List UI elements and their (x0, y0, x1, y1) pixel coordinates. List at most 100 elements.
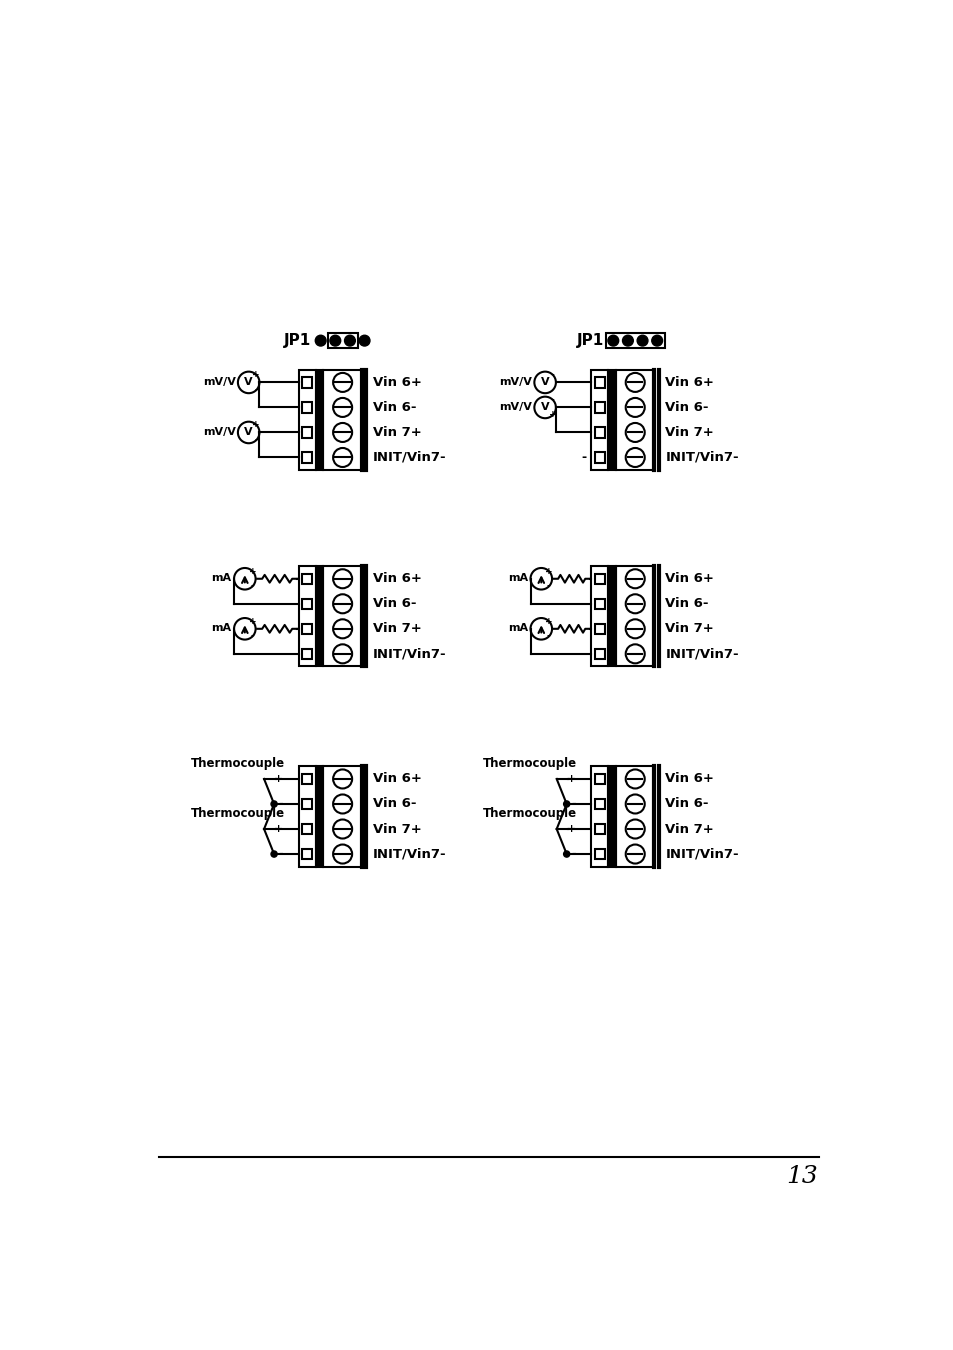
Text: +: + (544, 567, 552, 575)
Text: V: V (244, 428, 253, 437)
Text: +: + (274, 774, 283, 784)
Bar (302, 598, 313, 609)
Text: Vin 6-: Vin 6- (373, 597, 416, 610)
Circle shape (271, 801, 277, 807)
Bar (594, 574, 604, 585)
Text: Vin 6+: Vin 6+ (373, 772, 421, 786)
Bar (315, 767, 323, 867)
Text: +: + (253, 420, 260, 429)
Bar (302, 824, 313, 834)
Bar (616, 566, 654, 667)
Bar (315, 566, 323, 667)
Bar (302, 377, 313, 387)
Text: mV/V: mV/V (202, 427, 235, 436)
Text: -: - (550, 396, 554, 405)
Text: Vin 6-: Vin 6- (664, 597, 708, 610)
Circle shape (622, 335, 633, 346)
Text: -: - (278, 799, 283, 809)
Text: +: + (249, 617, 256, 626)
Bar (594, 598, 604, 609)
Text: Thermocouple: Thermocouple (483, 807, 577, 819)
Text: Vin 7+: Vin 7+ (664, 622, 713, 636)
Bar (302, 774, 313, 784)
Bar (302, 574, 313, 585)
Text: -: - (550, 370, 554, 379)
Text: mA: mA (212, 572, 232, 583)
Circle shape (344, 335, 355, 346)
Text: Vin 7+: Vin 7+ (373, 622, 421, 636)
Bar (323, 370, 361, 470)
Bar (605, 333, 664, 348)
Text: Vin 6-: Vin 6- (664, 401, 708, 414)
Text: V: V (540, 402, 549, 413)
Bar (298, 370, 315, 470)
Text: +: + (274, 824, 283, 834)
Text: +: + (566, 774, 576, 784)
Text: Vin 7+: Vin 7+ (664, 822, 713, 836)
Circle shape (651, 335, 662, 346)
Text: INIT/Vin7-: INIT/Vin7- (373, 648, 446, 660)
Text: Thermocouple: Thermocouple (483, 757, 577, 769)
Bar (591, 767, 608, 867)
Bar (302, 452, 313, 463)
Text: Vin 6+: Vin 6+ (664, 772, 714, 786)
Text: Vin 6+: Vin 6+ (373, 572, 421, 586)
Bar (594, 452, 604, 463)
Text: V: V (540, 378, 549, 387)
Text: Vin 6+: Vin 6+ (373, 375, 421, 389)
Text: mA: mA (508, 572, 528, 583)
Bar (594, 799, 604, 809)
Text: V: V (244, 378, 253, 387)
Bar (302, 427, 313, 437)
Text: Thermocouple: Thermocouple (191, 807, 285, 819)
Text: Vin 6+: Vin 6+ (664, 572, 714, 586)
Text: JP1: JP1 (577, 333, 603, 348)
Bar (594, 824, 604, 834)
Text: +: + (544, 617, 552, 626)
Text: -: - (254, 386, 258, 394)
Bar (594, 624, 604, 634)
Circle shape (563, 801, 569, 807)
Bar (608, 566, 616, 667)
Text: Vin 7+: Vin 7+ (373, 822, 421, 836)
Text: Vin 7+: Vin 7+ (664, 427, 713, 439)
Text: mV/V: mV/V (498, 402, 532, 412)
Bar (323, 767, 361, 867)
Bar (616, 370, 654, 470)
Text: Vin 6-: Vin 6- (373, 401, 416, 414)
Bar (302, 648, 313, 659)
Text: +: + (249, 567, 256, 575)
Circle shape (637, 335, 647, 346)
Circle shape (358, 335, 370, 346)
Bar (315, 370, 323, 470)
Text: Vin 7+: Vin 7+ (373, 427, 421, 439)
Text: -: - (571, 799, 576, 809)
Text: -: - (251, 582, 254, 591)
Text: INIT/Vin7-: INIT/Vin7- (373, 848, 446, 860)
Bar (302, 402, 313, 413)
Circle shape (271, 850, 277, 857)
Text: -: - (254, 436, 258, 444)
Bar (302, 624, 313, 634)
Text: mA: mA (508, 624, 528, 633)
Bar (298, 767, 315, 867)
Bar (594, 402, 604, 413)
Text: 13: 13 (785, 1165, 817, 1188)
Bar (608, 370, 616, 470)
Bar (591, 370, 608, 470)
Text: Vin 6-: Vin 6- (373, 798, 416, 810)
Text: INIT/Vin7-: INIT/Vin7- (373, 451, 446, 464)
Circle shape (563, 850, 569, 857)
Bar (591, 566, 608, 667)
Bar (616, 767, 654, 867)
Text: Thermocouple: Thermocouple (191, 757, 285, 769)
Text: INIT/Vin7-: INIT/Vin7- (664, 648, 739, 660)
Text: Vin 6-: Vin 6- (664, 798, 708, 810)
Bar (594, 774, 604, 784)
Text: mV/V: mV/V (202, 377, 235, 386)
Circle shape (314, 335, 326, 346)
Text: mV/V: mV/V (498, 377, 532, 386)
Bar (594, 849, 604, 860)
Bar (594, 377, 604, 387)
Text: +: + (566, 824, 576, 834)
